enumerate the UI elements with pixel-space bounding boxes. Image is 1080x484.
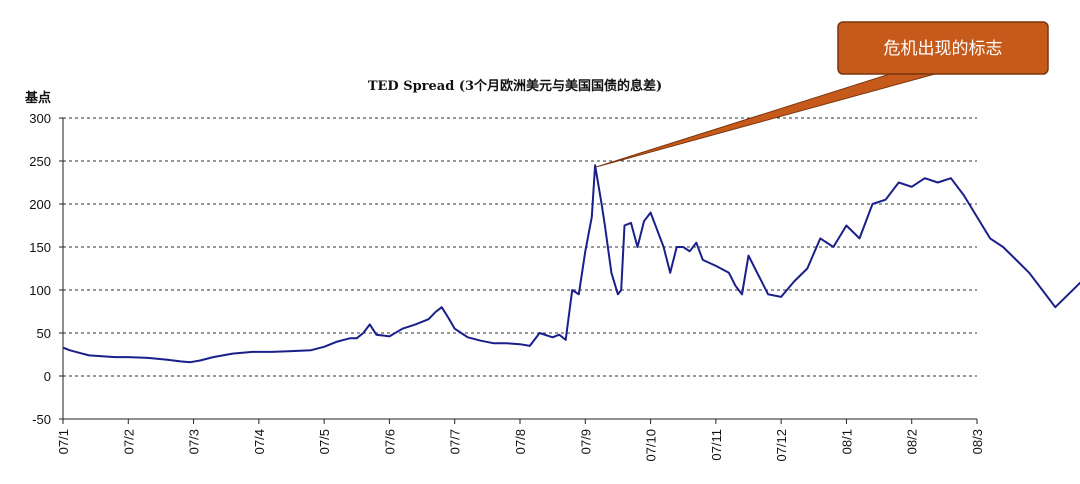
x-tick-label: 07/6	[382, 429, 397, 454]
x-tick-label: 07/4	[252, 429, 267, 454]
x-tick-label: 07/7	[448, 429, 463, 454]
annotation-callout: 危机出现的标志	[594, 21, 1049, 168]
y-tick-label: 300	[29, 111, 51, 126]
x-tick-label: 07/9	[578, 429, 593, 454]
ted-spread-line	[62, 164, 1080, 364]
x-tick-labels: 07/1 07/2 07/3 07/4 07/5 07/6 07/7 07/8 07/9 07/1…	[56, 419, 985, 462]
x-tick-label: 07/3	[187, 429, 202, 454]
y-tick-label: -50	[32, 412, 51, 427]
callout-box	[837, 21, 1049, 75]
y-tick-label: 0	[44, 369, 51, 384]
y-tick-label: 50	[37, 326, 51, 341]
y-axis-unit-label: 基点	[24, 90, 51, 106]
grid-lines	[63, 117, 977, 377]
chart-title: TED Spread (3个月欧洲美元与美国国债的息差)	[368, 78, 662, 94]
y-tick-label: 250	[29, 154, 51, 169]
callout-text: 危机出现的标志	[884, 39, 1003, 59]
x-tick-label: 07/8	[513, 429, 528, 454]
x-tick-label: 07/11	[709, 429, 724, 461]
y-tick-label: 100	[29, 283, 51, 298]
x-tick-label: 07/5	[317, 429, 332, 454]
y-tick-label: 200	[29, 197, 51, 212]
x-tick-label: 07/10	[644, 429, 659, 462]
x-tick-label: 07/2	[121, 429, 136, 454]
x-tick-label: 08/1	[839, 429, 854, 454]
x-tick-label: 07/12	[774, 429, 789, 462]
y-tick-label: 150	[29, 240, 51, 255]
y-tick-labels: -50 0 50 100 150 200 250 300	[29, 111, 63, 427]
x-tick-label: 08/3	[970, 429, 985, 454]
x-tick-label: 07/1	[56, 429, 71, 454]
x-tick-label: 08/2	[905, 429, 920, 454]
axes	[62, 118, 977, 420]
